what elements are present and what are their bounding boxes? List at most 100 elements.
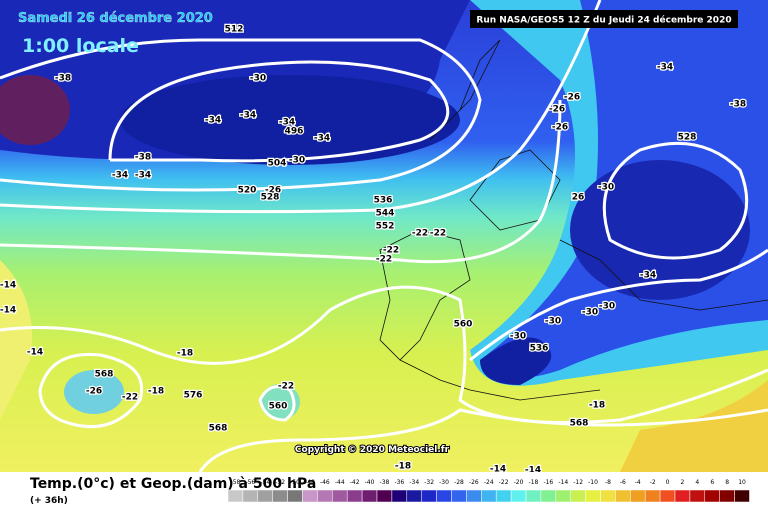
- cold-core-east: [570, 160, 750, 300]
- map-label: -30: [250, 74, 266, 84]
- map-label: -38: [730, 100, 746, 110]
- legend-value: 10: [738, 479, 746, 486]
- legend-swatch: [361, 489, 378, 503]
- legend-value: -44: [335, 479, 345, 486]
- legend-swatch: [540, 489, 557, 503]
- legend-swatch: [510, 489, 527, 503]
- legend-swatch: [376, 489, 393, 503]
- contour-line: [0, 38, 482, 192]
- map-label: 560: [454, 320, 473, 330]
- map-label: -34: [205, 116, 221, 126]
- legend-swatch: [704, 489, 720, 503]
- legend-value: -24: [484, 479, 494, 486]
- legend-value: 2: [681, 479, 685, 486]
- legend-swatch: [585, 489, 601, 503]
- legend-value: -8: [605, 479, 611, 486]
- legend-value: -6: [620, 479, 626, 486]
- legend-swatch: [630, 489, 646, 503]
- map-label: 552: [376, 222, 395, 232]
- map: [0, 0, 768, 473]
- legend-swatch: [391, 489, 408, 503]
- legend-value: -18: [529, 479, 539, 486]
- legend-value: -10: [588, 479, 598, 486]
- map-label: 512: [225, 25, 244, 35]
- legend-value: 4: [695, 479, 699, 486]
- legend-value: -56: [245, 479, 255, 486]
- contour-line: [0, 285, 768, 424]
- map-label: -22: [383, 246, 399, 256]
- color-legend: -58 -56 -54 -52 -50 -48 -46 -44 -42 -40 -38 -36 -34-…: [227, 479, 750, 503]
- legend-value: -32: [424, 479, 434, 486]
- map-label: 536: [530, 344, 549, 354]
- map-label: -26: [552, 123, 568, 133]
- legend-swatch: [332, 489, 348, 503]
- map-label: -34: [279, 118, 295, 128]
- map-label: -30: [510, 332, 526, 342]
- legend-value: 0: [666, 479, 670, 486]
- map-label: -38: [55, 74, 71, 84]
- map-label: 504: [268, 159, 287, 169]
- date: Samedi 26 décembre 2020: [18, 11, 213, 26]
- copyright: Copyright © 2020 Meteociel.fr: [295, 445, 450, 455]
- legend-value: -26: [469, 479, 479, 486]
- legend-swatch: [570, 489, 586, 503]
- legend-swatch: [227, 489, 244, 503]
- legend-swatch: [734, 489, 750, 503]
- map-label: -22: [376, 255, 392, 265]
- legend-value: -58: [231, 479, 241, 486]
- map-label: 520: [238, 186, 257, 196]
- map-label: -30: [289, 156, 305, 166]
- map-label: -14: [0, 281, 16, 291]
- map-label: -22: [278, 382, 294, 392]
- legend-value: -46: [320, 479, 330, 486]
- run-info: Run NASA/GEOS5 12 Z du Jeudi 24 décembre…: [476, 15, 731, 26]
- map-label: -22: [122, 393, 138, 403]
- map-label: -26: [86, 387, 102, 397]
- local-time: 1:00 locale: [22, 35, 139, 57]
- contour-line: [0, 99, 562, 264]
- legend-swatch: [302, 489, 318, 503]
- legend-swatch: [451, 489, 467, 503]
- legend-swatch: [242, 489, 259, 503]
- map-label: 26: [572, 193, 585, 203]
- map-label: -30: [599, 302, 615, 312]
- legend-swatch: [525, 489, 542, 503]
- run-banner: [470, 10, 738, 28]
- map-label: -18: [589, 401, 605, 411]
- legend-swatch: [421, 489, 437, 503]
- warm-region-east: [620, 380, 768, 472]
- legend-value: -20: [514, 479, 524, 486]
- legend-swatch: [674, 489, 691, 503]
- legend-value: -40: [365, 479, 375, 486]
- legend-value: -48: [305, 479, 315, 486]
- map-label: -30: [582, 308, 598, 318]
- cut-off-low: [64, 370, 124, 414]
- map-label: 576: [184, 391, 203, 401]
- cold-core-south: [480, 337, 552, 385]
- legend-value: -28: [454, 479, 464, 486]
- contour-line: [602, 141, 749, 260]
- legend-value: -50: [290, 479, 300, 486]
- cold-core: [120, 75, 460, 165]
- legend-swatch: [615, 489, 631, 503]
- legend-value: -38: [380, 479, 390, 486]
- map-label: -18: [148, 387, 164, 397]
- legend-swatch: [317, 489, 333, 503]
- legend-value: -42: [350, 479, 360, 486]
- map-label: -34: [314, 134, 330, 144]
- map-label: -18: [177, 349, 193, 359]
- map-label: -22: [430, 229, 446, 239]
- legend-value: -34: [409, 479, 419, 486]
- map-label: -18: [395, 462, 411, 472]
- legend-value: -4: [635, 479, 641, 486]
- map-label: -34: [135, 171, 151, 181]
- map-label: 496: [285, 127, 304, 137]
- map-label: -22: [412, 229, 428, 239]
- map-label: 568: [95, 370, 114, 380]
- contour-line: [38, 352, 143, 429]
- legend-swatch: [257, 489, 273, 503]
- map-label: -34: [112, 171, 128, 181]
- legend-swatch: [466, 489, 482, 503]
